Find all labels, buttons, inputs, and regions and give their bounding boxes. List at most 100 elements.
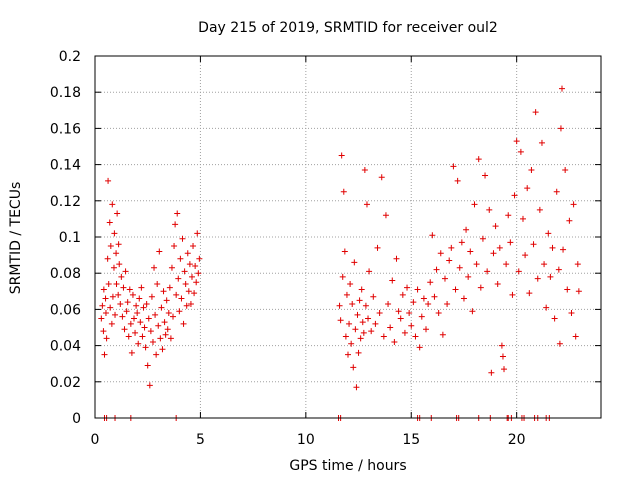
data-point (431, 293, 438, 300)
data-point (433, 266, 440, 273)
data-point (575, 288, 582, 295)
data-point (473, 261, 480, 268)
data-point (399, 291, 406, 298)
data-point (348, 340, 355, 347)
data-point (191, 290, 198, 297)
data-point (178, 295, 185, 302)
data-point (385, 300, 392, 307)
data-point (469, 308, 476, 315)
data-point (427, 279, 434, 286)
data-point (132, 329, 139, 336)
data-point (338, 152, 345, 159)
data-point (389, 277, 396, 284)
data-point (437, 250, 444, 257)
data-point (100, 328, 107, 335)
data-point (170, 313, 177, 320)
data-point (505, 212, 512, 219)
data-point (101, 351, 108, 358)
y-tick-label: 0.1 (59, 230, 81, 246)
data-point (526, 290, 533, 297)
data-point (515, 268, 522, 275)
data-point (188, 273, 195, 280)
data-point (109, 293, 116, 300)
data-point (144, 362, 151, 369)
data-point (180, 320, 187, 327)
data-point (118, 273, 125, 280)
data-point (138, 284, 145, 291)
data-point (110, 264, 117, 271)
data-point (98, 315, 105, 322)
data-point (143, 300, 150, 307)
data-point (572, 333, 579, 340)
data-point (501, 366, 508, 373)
data-point (378, 174, 385, 181)
data-point (522, 252, 529, 259)
y-tick-label: 0.02 (50, 375, 81, 391)
data-point (349, 300, 356, 307)
data-point (342, 333, 349, 340)
y-tick-label: 0.18 (50, 85, 81, 101)
data-point (179, 235, 186, 242)
data-point (387, 324, 394, 331)
data-point (174, 210, 181, 217)
data-point (475, 156, 482, 163)
data-point (102, 295, 109, 302)
data-point (362, 302, 369, 309)
data-point (465, 273, 472, 280)
data-point (365, 315, 372, 322)
data-point (117, 300, 124, 307)
data-point (111, 230, 118, 237)
data-point (107, 243, 114, 250)
data-point (420, 295, 427, 302)
data-point (416, 344, 423, 351)
data-point (166, 284, 173, 291)
data-point (350, 364, 357, 371)
data-point (488, 369, 495, 376)
data-point (467, 248, 474, 255)
data-point (479, 235, 486, 242)
data-point (450, 163, 457, 170)
data-point (357, 335, 364, 342)
data-point (374, 244, 381, 251)
data-point (361, 167, 368, 174)
data-point (352, 326, 359, 333)
data-point (482, 172, 489, 179)
data-point (519, 215, 526, 222)
axis-ticks (94, 55, 601, 419)
x-tick-label: 5 (196, 432, 205, 448)
data-point (183, 302, 190, 309)
data-point (395, 308, 402, 315)
data-point (171, 243, 178, 250)
data-point (366, 268, 373, 275)
data-point (195, 270, 202, 277)
data-point (358, 286, 365, 293)
data-point (574, 261, 581, 268)
data-point (452, 286, 459, 293)
data-point (106, 219, 113, 226)
y-tick-label: 0.16 (50, 121, 81, 137)
data-point (458, 239, 465, 246)
data-point (192, 262, 199, 269)
data-point (162, 331, 169, 338)
data-point (404, 284, 411, 291)
data-point (380, 333, 387, 340)
data-point (490, 250, 497, 257)
data-point (406, 310, 413, 317)
y-tick-label: 0.14 (50, 158, 81, 174)
data-point (125, 333, 132, 340)
data-point (382, 212, 389, 219)
y-tick-label: 0.12 (50, 194, 81, 210)
data-point (173, 291, 180, 298)
chart-title: Day 215 of 2019, SRMTID for receiver oul… (198, 20, 498, 36)
data-point (185, 288, 192, 295)
data-point (184, 250, 191, 257)
data-point (196, 255, 203, 262)
data-point (347, 281, 354, 288)
data-point (105, 177, 112, 184)
data-point (167, 335, 174, 342)
data-point (343, 291, 350, 298)
data-point (123, 308, 130, 315)
y-tick-label: 0.06 (50, 302, 81, 318)
data-point (494, 281, 501, 288)
